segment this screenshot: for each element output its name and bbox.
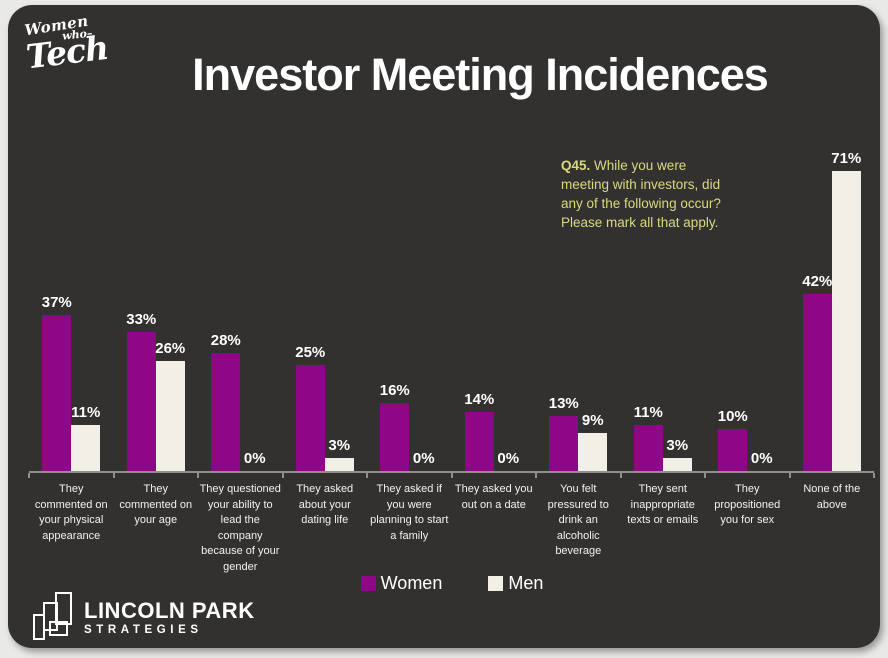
category-label-2: They questioned your ability to lead the… [199,483,281,574]
bar-value-women-9: 42% [802,273,833,290]
category-label-3: They asked about your dating life [296,483,354,527]
lincoln-park-text: LINCOLN PARK [84,598,255,623]
axis-tick-10 [873,473,875,478]
legend-label-women: Women [380,573,443,593]
category-label-8: They propositioned you for sex [714,483,781,527]
slide-panel: Women who– Tech Investor Meeting Inciden… [8,5,880,648]
category-labels: They commented on your physical appearan… [29,482,874,602]
bar-men-7 [662,458,692,471]
axis-tick-9 [789,473,791,478]
axis-tick-5 [451,473,453,478]
bar-women-3 [295,365,325,471]
bar-women-2 [211,353,241,471]
lincoln-park-buildings-icon [33,592,72,640]
bar-value-men-6: 9% [581,412,604,429]
bar-value-men-7: 3% [666,437,689,454]
category-label-7: They sent inappropriate texts or emails [627,483,699,527]
bar-value-men-5: 0% [497,450,520,467]
category-label-1: They commented on your age [119,483,193,527]
bar-women-6 [549,416,579,471]
bar-value-men-8: 0% [750,450,773,467]
axis-tick-1 [113,473,115,478]
bar-value-men-4: 0% [412,450,435,467]
category-label-0: They commented on your physical appearan… [34,483,108,542]
legend-item-men: Men [488,573,543,594]
category-label-4: They asked if you were planning to start… [370,483,449,542]
bar-value-men-3: 3% [328,437,351,454]
bar-women-4 [380,403,410,471]
bar-men-1 [155,361,185,471]
axis-tick-7 [620,473,622,478]
plot-area: 37% 11% 33% 26% 28% 0% 25% 3% 16% 0% 14% 0% 13% 9% 11%… [29,135,874,471]
axis-tick-8 [704,473,706,478]
axis-tick-0 [28,473,30,478]
category-label-5: They asked you out on a date [454,483,533,511]
axis-tick-3 [282,473,284,478]
bar-women-7 [633,425,663,471]
survey-question: Q45. While you were meeting with investo… [561,156,733,233]
axis-tick-2 [197,473,199,478]
lincoln-park-wordmark: LINCOLN PARK STRATEGIES [84,598,255,637]
bar-value-women-5: 14% [464,391,495,408]
bar-value-men-9: 71% [831,150,862,167]
bar-value-women-7: 11% [633,404,663,421]
bar-value-women-3: 25% [295,344,326,361]
bar-value-women-4: 16% [379,382,410,399]
bar-value-women-6: 13% [548,395,579,412]
category-label-9: None of the above [803,483,861,511]
bar-value-men-0: 11% [71,404,101,421]
question-number: Q45. [561,158,591,173]
bar-value-men-1: 26% [155,340,186,357]
category-label-6: You felt pressured to drink an alcoholic… [547,483,609,558]
question-text: While you were meeting with investors, d… [561,158,721,231]
bar-value-men-2: 0% [243,450,266,467]
bar-men-0 [71,425,101,471]
bar-men-3 [324,458,354,471]
women-who-tech-logo: Women who– Tech [23,12,134,83]
legend: Women Men [8,573,888,594]
legend-item-women: Women [360,573,443,594]
bar-men-6 [578,433,608,471]
legend-swatch-men [488,576,504,591]
legend-swatch-women [360,576,376,591]
bar-women-5 [464,412,494,471]
axis-tick-4 [366,473,368,478]
bar-value-women-8: 10% [717,408,748,425]
bar-value-women-0: 37% [41,294,72,311]
bar-men-9 [831,171,861,471]
axis-tick-6 [535,473,537,478]
bar-women-1 [126,332,156,471]
legend-label-men: Men [508,573,544,593]
page-title: Investor Meeting Incidences [192,49,769,100]
bar-women-9 [802,294,832,471]
lincoln-park-strategies-logo: LINCOLN PARK STRATEGIES [32,591,255,645]
bar-value-women-2: 28% [210,332,241,349]
bar-women-8 [718,429,748,471]
x-axis [28,471,875,478]
bar-women-0 [42,315,72,471]
bar-value-women-1: 33% [126,311,157,328]
strategies-text: STRATEGIES [84,624,203,636]
